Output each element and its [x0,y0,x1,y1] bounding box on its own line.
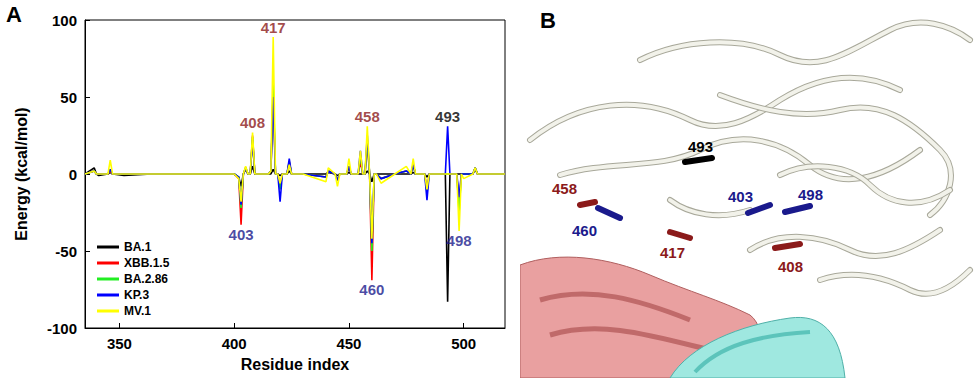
html-text:A: A [6,2,22,27]
svg-text:BA.2.86: BA.2.86 [124,272,168,286]
svg-text:408: 408 [778,258,803,275]
svg-text:450: 450 [336,335,361,352]
svg-text:MV.1: MV.1 [124,304,151,318]
svg-text:50: 50 [60,89,77,106]
svg-text:458: 458 [552,180,577,197]
svg-text:BA.1: BA.1 [124,240,152,254]
svg-text:458: 458 [355,108,380,125]
svg-text:493: 493 [435,108,460,125]
svg-text:Energy (kcal/mol): Energy (kcal/mol) [13,107,30,240]
svg-text:Residue index: Residue index [241,356,350,373]
svg-text:100: 100 [52,12,77,29]
svg-text:B: B [540,8,556,33]
svg-text:XBB.1.5: XBB.1.5 [124,256,170,270]
svg-text:498: 498 [447,232,472,249]
svg-text:0: 0 [69,166,77,183]
svg-text:350: 350 [107,335,132,352]
svg-text:403: 403 [229,226,254,243]
svg-text:460: 460 [572,222,597,239]
svg-text:460: 460 [359,281,384,298]
svg-text:408: 408 [240,114,265,131]
svg-text:403: 403 [728,188,753,205]
svg-text:-100: -100 [47,320,77,337]
svg-text:500: 500 [451,335,476,352]
svg-text:400: 400 [222,335,247,352]
svg-text:417: 417 [660,244,685,261]
svg-text:417: 417 [261,19,286,36]
svg-text:-50: -50 [55,243,77,260]
svg-text:498: 498 [798,186,823,203]
svg-text:KP.3: KP.3 [124,288,149,302]
svg-text:493: 493 [688,138,713,155]
